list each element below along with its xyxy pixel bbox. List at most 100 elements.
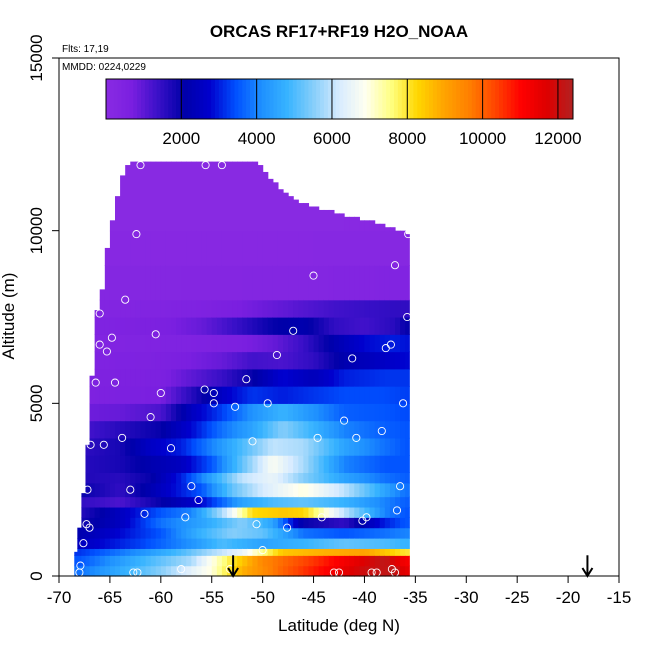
field-cell xyxy=(125,565,131,577)
field-cell xyxy=(364,317,371,335)
field-cell xyxy=(389,538,396,549)
field-cell xyxy=(181,517,187,529)
colorbar-tick-label: 4000 xyxy=(238,129,276,148)
field-cell xyxy=(191,555,198,567)
field-cell xyxy=(359,538,366,549)
field-cell xyxy=(221,368,228,387)
field-cell xyxy=(232,538,238,549)
field-cell xyxy=(181,230,187,266)
field-cell xyxy=(191,565,198,577)
field-cell xyxy=(242,420,248,439)
field-cell xyxy=(135,420,142,439)
field-cell xyxy=(237,386,243,404)
field-cell xyxy=(176,368,182,387)
field-cell xyxy=(257,496,264,508)
field-cell xyxy=(81,493,87,498)
field-cell xyxy=(247,538,254,549)
field-cell xyxy=(135,555,142,567)
field-cell xyxy=(201,496,208,508)
colorbar-cell xyxy=(479,79,484,119)
field-cell xyxy=(359,230,366,266)
field-cell xyxy=(262,299,269,318)
field-cell xyxy=(293,351,299,370)
field-cell xyxy=(405,437,410,456)
field-cell xyxy=(165,506,172,518)
field-cell xyxy=(120,548,126,556)
field-cell xyxy=(186,265,192,301)
field-cell xyxy=(99,334,106,353)
colorbar-tick-label: 8000 xyxy=(388,129,426,148)
field-cell xyxy=(181,161,187,232)
field-cell xyxy=(94,437,101,456)
field-cell xyxy=(211,420,218,439)
field-cell xyxy=(318,527,325,539)
field-cell xyxy=(288,351,294,370)
field-cell xyxy=(252,299,259,318)
field-cell xyxy=(247,334,254,353)
field-cell xyxy=(211,565,218,577)
colorbar-cell xyxy=(320,79,325,119)
field-cell xyxy=(389,506,396,518)
field-cell xyxy=(369,437,376,456)
field-cell xyxy=(109,230,116,266)
field-cell xyxy=(354,548,360,556)
field-cell xyxy=(227,265,233,301)
x-axis: -70 -65 -60 -55 -50 -45 -40 -35 -30 -25 -20 -15 xyxy=(47,575,632,607)
field-cell xyxy=(227,506,233,518)
field-cell xyxy=(257,437,264,456)
field-cell xyxy=(171,230,177,266)
field-cell xyxy=(384,299,391,318)
field-cell xyxy=(196,317,203,335)
field-cell xyxy=(181,420,187,439)
field-cell xyxy=(99,565,106,577)
field-cell xyxy=(165,368,172,387)
field-cell xyxy=(288,265,294,301)
field-cell xyxy=(221,496,228,508)
field-cell xyxy=(104,334,111,353)
field-cell xyxy=(298,548,304,556)
field-cell xyxy=(186,386,192,404)
field-cell xyxy=(298,403,304,422)
field-cell xyxy=(272,368,279,387)
field-cell xyxy=(303,203,310,232)
field-cell xyxy=(323,334,330,353)
field-cell xyxy=(99,527,106,539)
field-cell xyxy=(140,368,147,387)
field-cell xyxy=(379,420,386,439)
dates-annotation: MMDD: 0224,0229 xyxy=(62,62,146,73)
field-cell xyxy=(181,538,187,549)
field-cell xyxy=(359,527,366,539)
x-tick-label: -15 xyxy=(607,588,632,607)
field-cell xyxy=(313,565,320,577)
field-cell xyxy=(333,548,340,556)
field-cell xyxy=(206,482,213,498)
field-cell xyxy=(313,482,320,498)
field-cell xyxy=(288,482,294,498)
field-cell xyxy=(369,517,376,529)
sample-point xyxy=(156,388,165,398)
field-cell xyxy=(359,437,366,456)
field-cell xyxy=(344,386,350,404)
field-cell xyxy=(145,386,152,404)
field-cell xyxy=(267,420,274,439)
field-cell xyxy=(379,455,386,473)
field-cell xyxy=(313,437,320,456)
field-cell xyxy=(125,334,131,353)
field-cell xyxy=(216,437,223,456)
colorbar-cell xyxy=(401,79,407,119)
field-cell xyxy=(318,230,325,266)
field-cell xyxy=(94,334,101,353)
field-cell xyxy=(150,538,157,549)
field-cell xyxy=(283,437,289,456)
field-cell xyxy=(125,506,131,518)
field-cell xyxy=(155,299,162,318)
field-cell xyxy=(349,386,355,404)
field-cell xyxy=(313,386,320,404)
field-cell xyxy=(328,317,335,335)
field-cell xyxy=(135,299,142,318)
sample-point xyxy=(396,482,405,491)
field-cell xyxy=(140,420,147,439)
field-cell xyxy=(85,482,91,498)
field-cell xyxy=(201,351,208,370)
